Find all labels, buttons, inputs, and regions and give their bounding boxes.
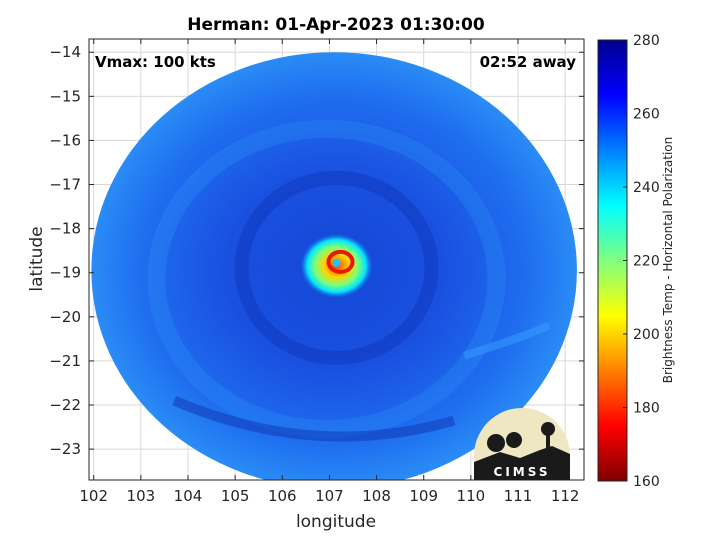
y-tick-label: −18 (49, 220, 81, 238)
y-tick-label: −16 (49, 131, 81, 149)
colorbar-tick-label: 160 (633, 474, 660, 490)
x-tick-label: 112 (551, 487, 580, 505)
eyewall-ring (326, 249, 355, 274)
rainband-streak-south (172, 395, 456, 442)
y-tick-label: −14 (49, 43, 81, 61)
y-axis-label: latitude (27, 226, 47, 291)
y-axis-ticks: −14 −15 −16 −17 −18 −19 −20 −21 −22 −23 (49, 43, 584, 458)
x-tick-label: 107 (315, 487, 344, 505)
colorbar-label: Brightness Temp - Horizontal Polarizatio… (661, 137, 675, 384)
time-away-annotation: 02:52 away (480, 53, 577, 71)
x-axis-label: longitude (296, 512, 376, 532)
cimss-logo: CIMSS (474, 408, 570, 480)
x-tick-label: 104 (174, 487, 203, 505)
colorbar-tick-label: 280 (633, 33, 660, 49)
satellite-dish-icon-2 (506, 432, 522, 448)
vmax-annotation: Vmax: 100 kts (95, 53, 216, 71)
swath-texture (147, 119, 551, 442)
x-tick-label: 109 (409, 487, 438, 505)
logo-ground (474, 446, 570, 480)
y-tick-label: −22 (49, 396, 81, 414)
y-tick-label: −19 (49, 264, 81, 282)
x-tick-label: 103 (127, 487, 156, 505)
logo-text: CIMSS (494, 465, 551, 479)
rainband-streak-east (462, 321, 551, 360)
x-tick-label: 111 (504, 487, 533, 505)
y-tick-label: −23 (49, 440, 81, 458)
colorbar-tick-label: 260 (633, 107, 660, 123)
colorbar-tick-label: 220 (633, 254, 660, 270)
y-tick-label: −17 (49, 176, 81, 194)
x-tick-label: 106 (268, 487, 297, 505)
water-tower-tank-icon (541, 422, 555, 436)
chart-title: Herman: 01-Apr-2023 01:30:00 (187, 15, 485, 35)
satellite-dish-icon (487, 434, 505, 452)
x-axis-ticks: 102 103 104 105 106 107 108 109 110 111 112 (79, 39, 579, 505)
colorbar-tick-label: 240 (633, 180, 660, 196)
swath-layer (91, 52, 577, 480)
x-tick-label: 105 (221, 487, 250, 505)
x-tick-label: 102 (79, 487, 108, 505)
y-tick-label: −20 (49, 308, 81, 326)
colorbar (597, 39, 628, 482)
colorbar-ticks: 280 260 240 220 200 180 160 (623, 33, 660, 490)
hurricane-eye (332, 258, 341, 267)
rainband-dark-inner (234, 170, 439, 365)
map-axes-frame (88, 38, 585, 481)
x-tick-label: 110 (457, 487, 486, 505)
y-tick-label: −21 (49, 352, 81, 370)
colorbar-tick-label: 200 (633, 327, 660, 343)
x-tick-label: 108 (362, 487, 391, 505)
y-tick-label: −15 (49, 87, 81, 105)
rainband-light-outer (147, 119, 506, 438)
colorbar-tick-label: 180 (633, 401, 660, 417)
water-tower-icon (546, 432, 550, 454)
